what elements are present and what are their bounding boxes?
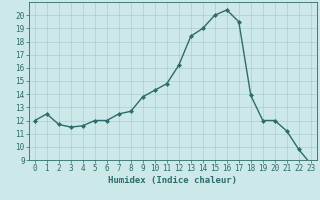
X-axis label: Humidex (Indice chaleur): Humidex (Indice chaleur) [108, 176, 237, 185]
